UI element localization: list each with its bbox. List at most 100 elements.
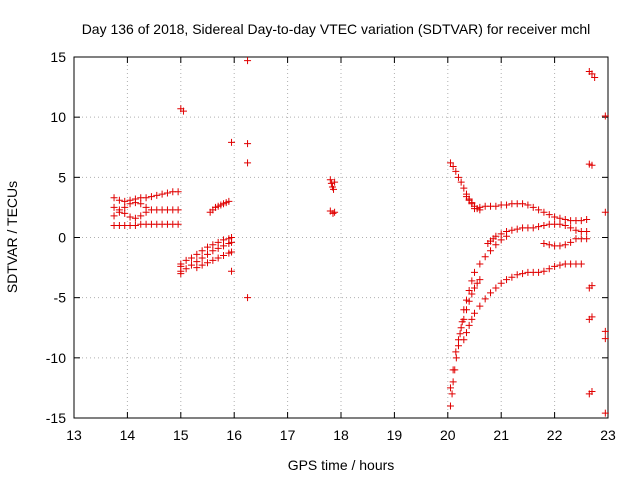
data-point	[331, 178, 339, 186]
data-point	[468, 199, 476, 207]
x-tick-label: 21	[493, 427, 509, 443]
data-point	[174, 206, 182, 214]
data-point	[481, 253, 489, 261]
data-points	[110, 57, 609, 417]
x-tick-label: 19	[387, 427, 403, 443]
data-point	[519, 200, 527, 208]
data-point	[561, 241, 569, 249]
data-point	[449, 163, 457, 171]
data-point	[513, 271, 521, 279]
data-point	[471, 309, 478, 317]
data-point	[179, 107, 187, 115]
data-point	[601, 208, 609, 216]
data-point	[561, 215, 569, 223]
data-point	[331, 208, 339, 216]
data-point	[214, 254, 222, 262]
data-point	[513, 225, 521, 233]
data-point	[535, 206, 543, 214]
data-point	[524, 201, 532, 209]
data-point	[545, 211, 553, 219]
data-point	[115, 196, 123, 204]
data-point	[577, 260, 585, 268]
data-point	[508, 273, 516, 281]
data-point	[476, 260, 484, 268]
data-point	[209, 241, 217, 249]
data-point	[540, 208, 548, 216]
data-point	[131, 199, 139, 207]
data-point	[476, 302, 484, 310]
data-point	[158, 190, 166, 198]
data-point	[187, 254, 195, 262]
y-tick-label: 10	[50, 109, 66, 125]
data-point	[244, 57, 252, 65]
data-point	[457, 178, 465, 186]
data-point	[601, 112, 609, 120]
series-track-20.3-low	[460, 260, 585, 344]
data-point	[163, 189, 171, 197]
data-point	[214, 244, 222, 252]
data-point	[228, 248, 236, 256]
data-point	[244, 294, 252, 302]
series-edge-22.7	[585, 67, 609, 417]
data-point	[519, 270, 527, 278]
data-point	[225, 197, 233, 205]
grid-lines	[74, 57, 608, 418]
data-point	[214, 238, 222, 246]
data-point	[452, 354, 460, 362]
y-tick-label: 5	[58, 169, 66, 185]
y-axis-label: SDTVAR / TECUs	[4, 181, 20, 293]
data-point	[121, 209, 129, 217]
data-point	[209, 247, 217, 255]
x-tick-label: 22	[547, 427, 563, 443]
data-point	[454, 342, 462, 350]
data-point	[465, 286, 473, 294]
data-point	[468, 290, 476, 298]
data-point	[601, 327, 609, 335]
data-point	[220, 236, 228, 244]
data-point	[228, 267, 236, 275]
data-point	[193, 264, 201, 272]
data-point	[228, 238, 236, 246]
data-point	[601, 335, 609, 343]
data-point	[204, 259, 211, 267]
data-point	[551, 213, 559, 221]
data-point	[326, 176, 334, 184]
data-point	[481, 295, 489, 303]
data-point	[174, 220, 182, 228]
data-point	[556, 220, 564, 228]
data-point	[460, 184, 468, 192]
data-point	[244, 140, 252, 148]
chart-title: Day 136 of 2018, Sidereal Day-to-day VTE…	[82, 21, 591, 37]
data-point	[131, 221, 139, 229]
data-point	[220, 252, 228, 260]
series-track-20.4-return	[462, 193, 484, 214]
data-point	[545, 241, 553, 249]
series-isolated	[177, 57, 252, 302]
data-point	[142, 194, 150, 202]
y-axis-ticks: -15 -10 -5 0 5 10 15	[46, 49, 608, 426]
series-cluster-13.8-top	[110, 188, 182, 205]
data-point	[588, 161, 596, 169]
x-tick-label: 14	[120, 427, 136, 443]
data-point	[220, 242, 228, 250]
series-track-21-lower	[540, 235, 591, 250]
data-point	[503, 232, 511, 240]
data-point	[535, 268, 543, 276]
data-point	[465, 321, 473, 329]
y-tick-label: -10	[46, 350, 66, 366]
data-point	[540, 240, 548, 248]
data-point	[601, 409, 609, 417]
data-point	[446, 384, 454, 392]
data-point	[198, 254, 206, 262]
data-point	[471, 268, 478, 276]
data-point	[588, 282, 596, 290]
data-point	[153, 191, 161, 199]
data-point	[131, 214, 139, 222]
data-point	[182, 256, 190, 264]
data-point	[487, 289, 495, 297]
data-point	[193, 258, 201, 266]
data-point	[126, 213, 134, 221]
data-point	[452, 348, 460, 356]
data-point	[244, 159, 252, 167]
data-point	[556, 261, 564, 269]
